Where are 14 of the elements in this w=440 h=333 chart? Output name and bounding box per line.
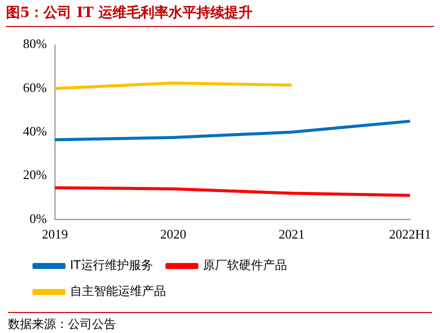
- y-tick-label: 20%: [22, 167, 47, 182]
- legend-label: 自主智能运维产品: [70, 284, 166, 298]
- y-tick-label: 60%: [22, 80, 47, 95]
- legend-label: 原厂软硬件产品: [202, 258, 287, 272]
- y-tick-label: 0%: [29, 210, 47, 226]
- y-tick-label: 40%: [22, 124, 47, 139]
- chart-title: 图5：公司 IT 运维毛利率水平持续提升: [6, 4, 434, 27]
- x-tick-label: 2020: [160, 226, 186, 242]
- x-tick-label: 2022H1: [389, 226, 431, 242]
- source-note: 数据来源：公司公告: [8, 312, 432, 333]
- legend-label: IT运行维护服务: [70, 258, 153, 272]
- x-tick-label: 2019: [42, 226, 68, 242]
- x-tick-label: 2021: [278, 226, 305, 242]
- y-tick-label: 80%: [22, 36, 47, 52]
